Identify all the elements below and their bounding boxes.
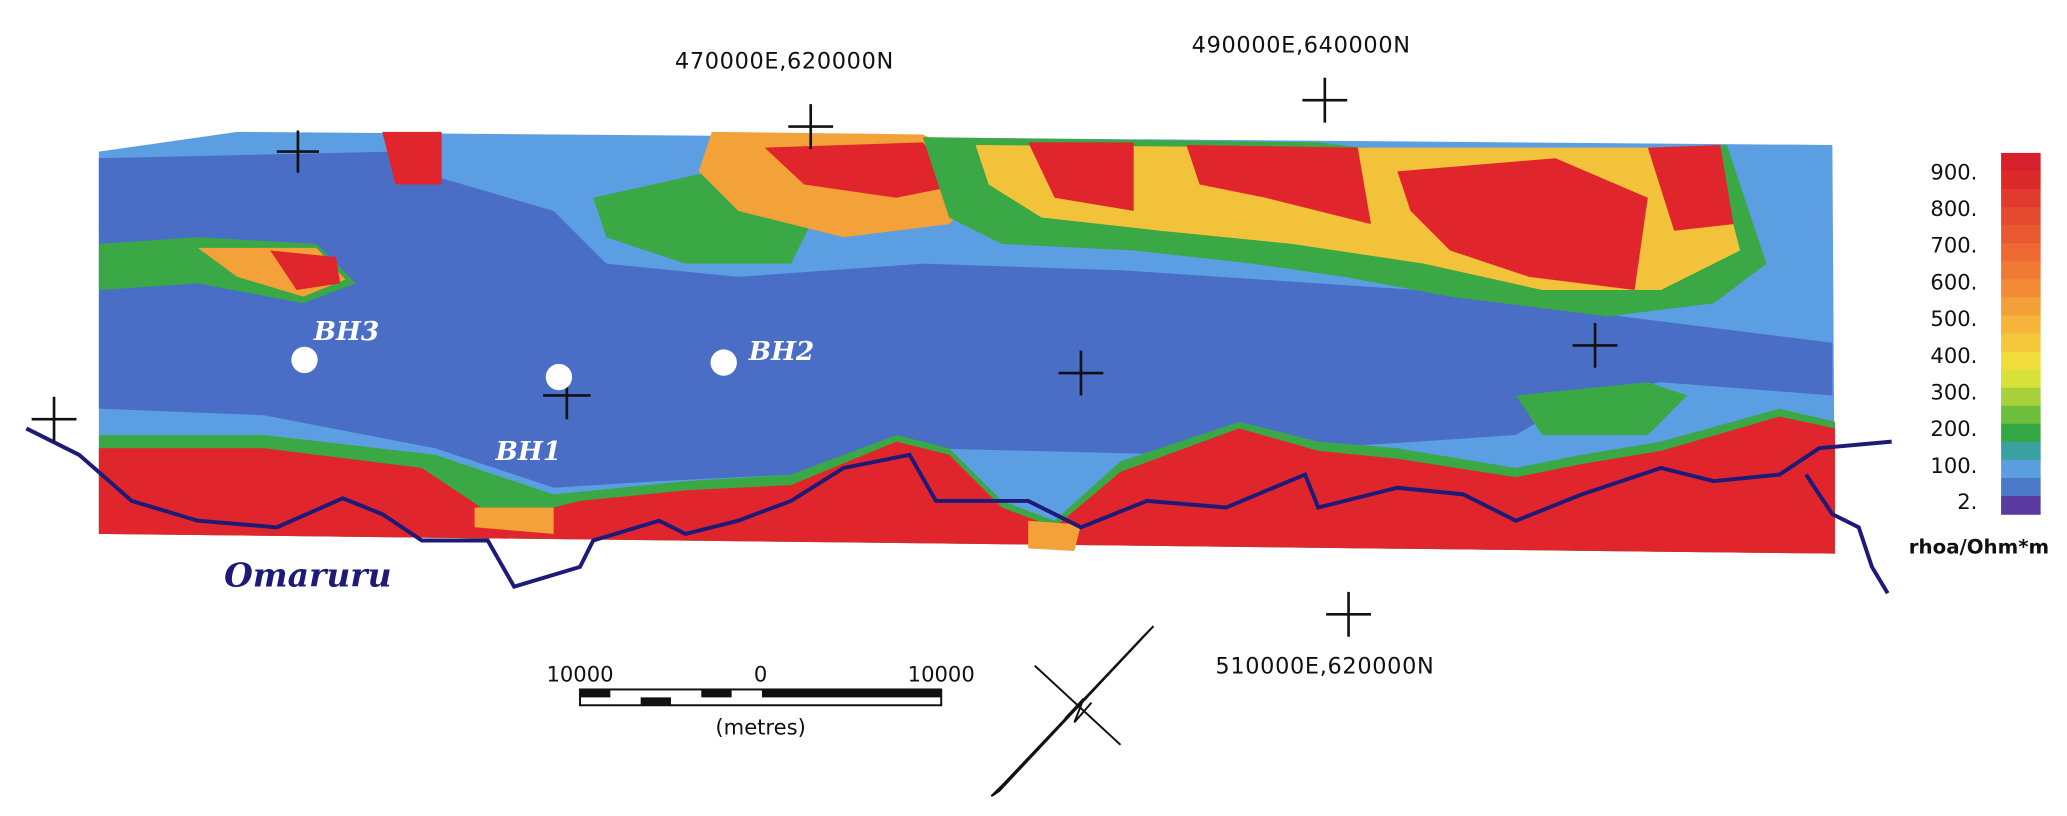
legend-tick-label: 500. [1930, 306, 1977, 331]
legend-swatch [2001, 333, 2041, 353]
legend-tick-label: 2. [1957, 489, 1977, 514]
river-label: Omaruru [224, 556, 391, 595]
legend-unit: rhoa/Ohm*m [1909, 536, 2049, 559]
legend-swatch [2001, 387, 2041, 407]
legend-swatch [2001, 351, 2041, 371]
legend-tick-label: 200. [1930, 416, 1977, 441]
legend-swatch [2001, 207, 2041, 226]
legend-swatch [2001, 261, 2041, 280]
legend-tick-label: 100. [1930, 453, 1977, 478]
legend-swatch [2001, 496, 2041, 515]
legend-tick-label: 900. [1930, 159, 1977, 184]
scale-bar [579, 688, 943, 707]
borehole-label: BH3 [313, 316, 380, 347]
coordinate-label: 490000E,640000N [1192, 33, 1411, 59]
legend-tick-label: 800. [1930, 196, 1977, 221]
north-arrow [990, 625, 1155, 798]
legend-swatch [2001, 170, 2041, 190]
legend-swatch [2001, 152, 2041, 172]
legend-swatch [2001, 369, 2041, 389]
borehole [545, 363, 573, 391]
borehole [710, 349, 737, 376]
borehole [291, 346, 318, 374]
coordinate-label: 470000E,620000N [675, 49, 894, 75]
legend-swatch [2001, 441, 2041, 461]
legend: 900. 800. 700. 600. 500. 400. 300. 200. 100. 2. [1930, 152, 2041, 515]
legend-swatch [2001, 189, 2041, 208]
legend-tick-label: 600. [1930, 269, 1977, 294]
coordinate-label: 510000E,620000N [1215, 654, 1434, 680]
legend-swatch [2001, 279, 2041, 299]
legend-swatch [2001, 423, 2041, 443]
legend-swatch [2001, 297, 2041, 317]
legend-tick-label: 700. [1930, 233, 1977, 258]
borehole-label: BH1 [495, 436, 562, 467]
borehole-label: BH2 [748, 336, 815, 367]
legend-swatch [2001, 243, 2041, 262]
grid-crosses [31, 77, 1618, 637]
legend-swatch [2001, 477, 2041, 497]
legend-swatch [2001, 315, 2041, 335]
river [25, 426, 1892, 595]
legend-swatch [2001, 405, 2041, 425]
legend-swatch [2001, 225, 2041, 244]
scale-label: 10000 [546, 662, 613, 687]
legend-tick-label: 400. [1930, 343, 1977, 368]
resistivity-map [98, 131, 1835, 554]
scale-unit: (metres) [715, 714, 805, 739]
scale-label: 10000 [908, 662, 975, 687]
legend-swatch [2001, 459, 2041, 479]
legend-tick-label: 300. [1930, 379, 1977, 404]
scale-label: 0 [754, 662, 767, 687]
